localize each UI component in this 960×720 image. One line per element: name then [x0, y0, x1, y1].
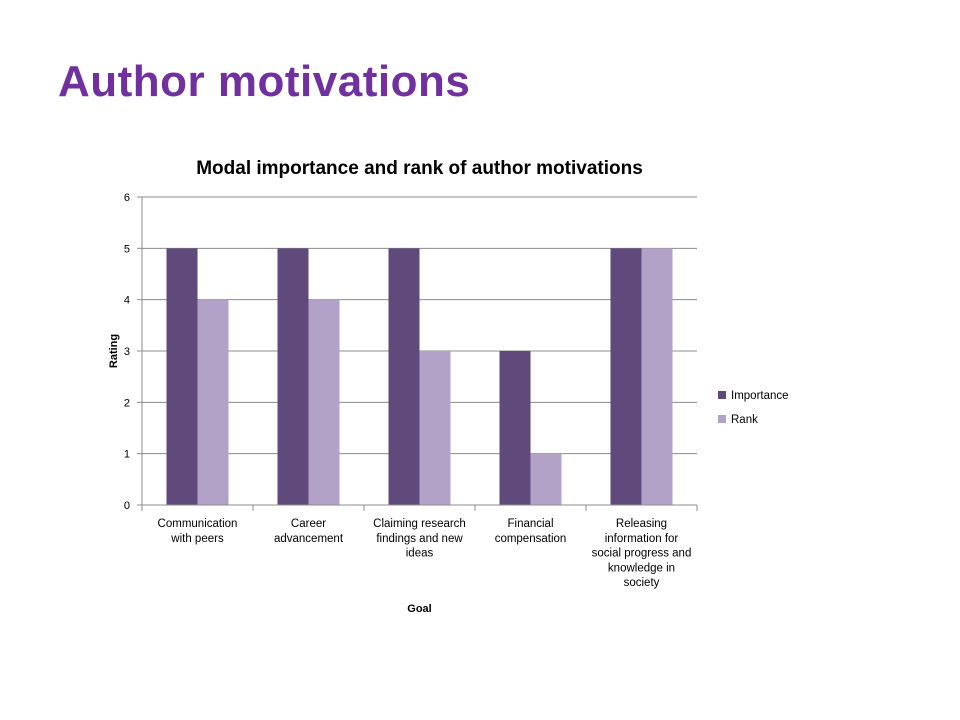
bar-importance: [499, 351, 531, 505]
bar-rank: [530, 453, 562, 505]
chart-title: Modal importance and rank of author moti…: [196, 158, 643, 179]
y-tick-label: 2: [124, 397, 130, 409]
y-axis-title: Rating: [108, 334, 120, 368]
bars: [166, 248, 673, 506]
legend-label-importance: Importance: [731, 390, 789, 402]
bar-importance: [166, 248, 198, 506]
x-category-label: Career advancement: [274, 518, 344, 545]
y-tick-label: 5: [124, 243, 130, 255]
y-tick-labels: 0 1 2 3 4 5 6: [124, 192, 142, 512]
x-category-labels: Communication with peers Career advancement…: [158, 518, 692, 589]
bar-importance: [610, 248, 642, 506]
legend-swatch-rank: [718, 415, 726, 423]
slide-title: Author motivations: [58, 57, 471, 106]
bar-rank: [641, 248, 673, 506]
y-tick-label: 3: [124, 346, 130, 358]
bar-rank: [197, 299, 229, 505]
y-tick-label: 0: [124, 500, 130, 512]
x-category-label: Financial compensation: [495, 518, 567, 545]
x-category-label: Claiming research findings and new ideas: [373, 518, 466, 560]
x-category-label: Communication with peers: [158, 518, 238, 545]
y-tick-label: 6: [124, 192, 130, 204]
y-tick-label: 4: [124, 295, 130, 307]
legend: Importance Rank: [718, 390, 789, 426]
legend-label-rank: Rank: [731, 414, 758, 426]
legend-swatch-importance: [718, 391, 726, 399]
bar-importance: [388, 248, 420, 506]
y-tick-label: 1: [124, 449, 130, 461]
bar-importance: [277, 248, 309, 506]
x-category-label: Releasing information for social progress …: [592, 518, 692, 589]
x-axis-title: Goal: [407, 603, 431, 615]
bar-rank: [308, 299, 340, 505]
bar-rank: [419, 351, 451, 505]
